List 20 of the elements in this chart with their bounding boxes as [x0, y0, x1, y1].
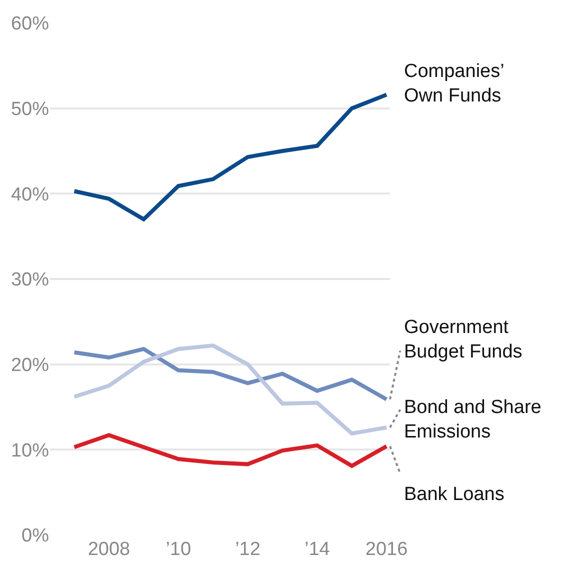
- text: Government Budget Funds: [404, 317, 522, 363]
- y-tick-label: 40%: [10, 184, 50, 206]
- y-tick-label: 60%: [10, 14, 50, 35]
- x-tick-label: ’12: [235, 539, 260, 560]
- y-tick-label: 30%: [10, 270, 50, 291]
- line-series: [72, 344, 389, 436]
- series-label: Companies’ Own Funds: [404, 61, 504, 107]
- y-tick-label: 20%: [10, 354, 50, 376]
- line-series: [72, 433, 389, 468]
- x-tick-label: ’10: [166, 539, 192, 560]
- x-tick-label: 2008: [88, 539, 130, 560]
- y-tick-label: 50%: [10, 98, 50, 120]
- line-series: [72, 346, 389, 402]
- y-tick-label: 0%: [22, 526, 50, 547]
- x-tick-label: ’14: [304, 539, 330, 560]
- series-label: Bond and Share Emissions: [404, 397, 542, 443]
- line-series: [72, 92, 389, 222]
- text: Bank Loans: [404, 484, 504, 505]
- x-tick-label: 2016: [365, 539, 408, 560]
- y-tick-label: 10%: [10, 440, 50, 462]
